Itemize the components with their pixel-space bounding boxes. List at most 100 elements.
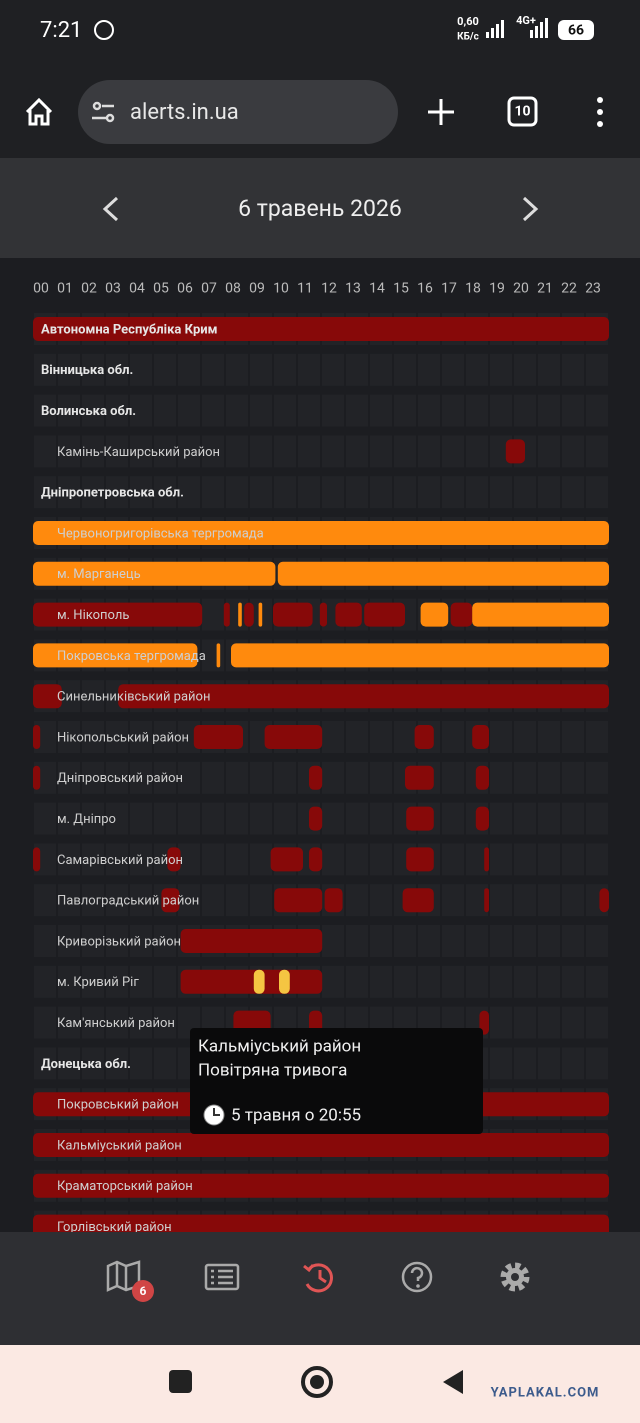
hour-cell bbox=[106, 1006, 128, 1039]
hour-cell bbox=[514, 802, 536, 835]
hour-cell bbox=[154, 761, 176, 794]
hour-cell bbox=[490, 761, 512, 794]
settings-tab[interactable] bbox=[500, 1262, 530, 1292]
prev-day[interactable] bbox=[102, 196, 119, 222]
hour-cell bbox=[562, 761, 584, 794]
help-tab[interactable] bbox=[401, 1261, 433, 1293]
home-button[interactable] bbox=[25, 97, 53, 126]
hour-cell bbox=[250, 353, 272, 386]
hour-cell bbox=[178, 394, 200, 427]
hour-label: 04 bbox=[129, 281, 145, 297]
hour-label: 11 bbox=[297, 281, 313, 297]
hour-cell bbox=[586, 435, 608, 468]
hour-cell bbox=[106, 843, 128, 876]
alert-bar bbox=[244, 602, 254, 627]
hour-cell bbox=[586, 761, 608, 794]
alert-bar bbox=[216, 643, 221, 668]
alert-bar bbox=[33, 765, 41, 790]
alert-bar bbox=[475, 765, 489, 790]
district-label: Синельниківський район bbox=[57, 690, 210, 705]
hour-cell bbox=[202, 598, 224, 631]
hour-cell bbox=[466, 843, 488, 876]
hour-cell bbox=[274, 394, 296, 427]
hour-cell bbox=[34, 476, 56, 509]
battery-level: 66 bbox=[568, 23, 584, 39]
alert-bar bbox=[33, 1173, 609, 1198]
battery bbox=[558, 20, 594, 40]
alert-bar bbox=[33, 1133, 609, 1157]
district-label: Червоногригорівська тергромада bbox=[57, 526, 264, 541]
url: alerts.in.ua bbox=[130, 100, 239, 125]
alert-bar bbox=[599, 888, 609, 913]
hour-cell bbox=[538, 802, 560, 835]
alert-bar bbox=[161, 888, 180, 913]
date: 6 травень 2026 bbox=[238, 195, 402, 222]
hour-cell bbox=[490, 802, 512, 835]
url-bar[interactable] bbox=[78, 80, 398, 144]
hour-cell bbox=[82, 925, 104, 957]
site-settings-icon[interactable] bbox=[92, 101, 115, 123]
hour-cell bbox=[130, 721, 152, 753]
alert-bar bbox=[180, 929, 323, 953]
new-tab[interactable] bbox=[428, 99, 454, 125]
alert-bar bbox=[472, 725, 489, 749]
hour-cell bbox=[514, 925, 536, 957]
hour-cell bbox=[466, 353, 488, 386]
hour-cell bbox=[106, 476, 128, 509]
hour-label: 21 bbox=[537, 281, 553, 297]
hour-cell bbox=[562, 394, 584, 427]
alert-bar bbox=[402, 888, 434, 913]
hour-cell bbox=[178, 802, 200, 835]
hour-cell bbox=[106, 1047, 128, 1080]
tabs-button[interactable] bbox=[507, 96, 538, 127]
hour-cell bbox=[82, 965, 104, 998]
hour-label: 09 bbox=[249, 281, 265, 297]
menu-button[interactable] bbox=[597, 97, 603, 127]
alert-bar bbox=[223, 602, 230, 627]
district-label: Горлівський район bbox=[57, 1220, 172, 1235]
hour-cell bbox=[130, 925, 152, 957]
hour-cell bbox=[466, 884, 488, 917]
list-tab[interactable] bbox=[204, 1263, 240, 1291]
back-button[interactable] bbox=[443, 1370, 463, 1394]
hour-cell bbox=[34, 925, 56, 957]
hour-cell bbox=[82, 1047, 104, 1080]
history-tab[interactable] bbox=[303, 1263, 333, 1293]
hour-cell bbox=[58, 761, 80, 794]
hour-cell bbox=[322, 843, 344, 876]
hour-cell bbox=[154, 1047, 176, 1080]
next-day[interactable] bbox=[522, 196, 539, 222]
hour-cell bbox=[202, 761, 224, 794]
alert-bar bbox=[258, 602, 263, 627]
hour-cell bbox=[34, 353, 56, 386]
hour-cell bbox=[394, 965, 416, 998]
district-label: Криворізький район bbox=[57, 934, 181, 949]
hour-cell bbox=[538, 435, 560, 468]
home-nav[interactable] bbox=[301, 1366, 333, 1398]
hour-cell bbox=[442, 925, 464, 957]
hour-cell bbox=[562, 1047, 584, 1080]
hour-label: 10 bbox=[273, 281, 289, 297]
tooltip-title: Кальміуський район bbox=[198, 1036, 361, 1056]
network: 4G+ bbox=[516, 14, 536, 27]
alert-bar bbox=[450, 602, 473, 627]
clock: 7:21 bbox=[40, 18, 82, 43]
hour-cell bbox=[130, 1047, 152, 1080]
alert-bar bbox=[238, 602, 242, 627]
hour-cell bbox=[370, 353, 392, 386]
alert-bar bbox=[231, 643, 609, 668]
hour-cell bbox=[394, 394, 416, 427]
hour-cell bbox=[130, 353, 152, 386]
hour-cell bbox=[34, 965, 56, 998]
hour-cell bbox=[370, 884, 392, 917]
hour-cell bbox=[514, 476, 536, 509]
recents-button[interactable] bbox=[169, 1370, 192, 1393]
hour-cell bbox=[322, 476, 344, 509]
hour-cell bbox=[562, 843, 584, 876]
alert-bar bbox=[193, 725, 243, 749]
alert-bar bbox=[420, 602, 449, 627]
hour-cell bbox=[34, 1006, 56, 1039]
hour-label: 08 bbox=[225, 281, 241, 297]
